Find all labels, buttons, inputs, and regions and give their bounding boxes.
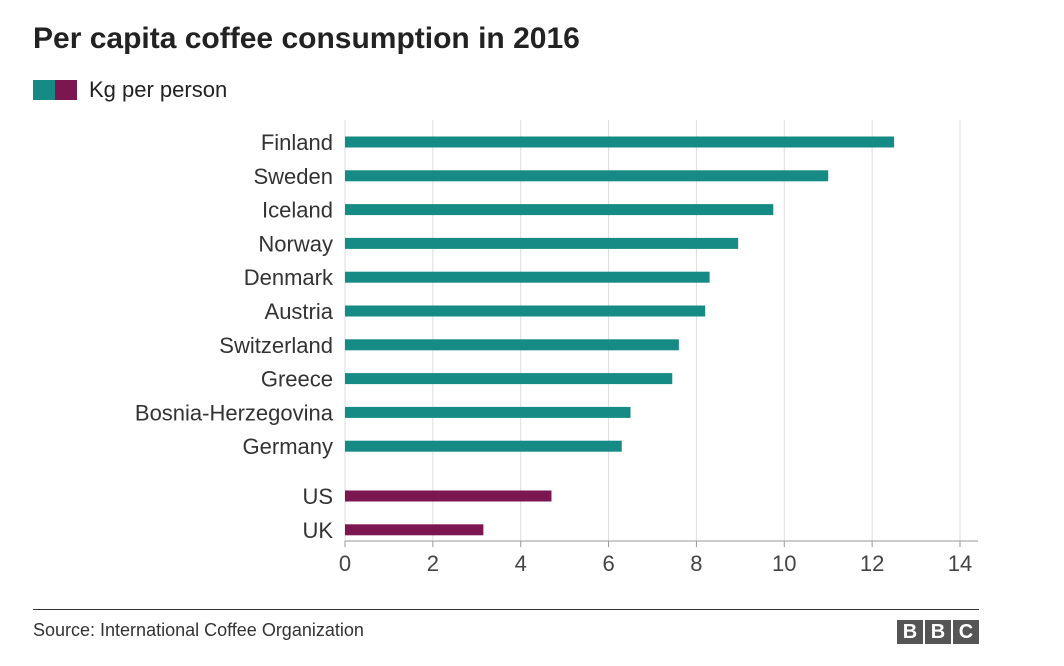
legend: Kg per person <box>33 77 228 102</box>
x-tick-label: 12 <box>860 551 884 576</box>
bbc-logo-letter: B <box>925 620 951 644</box>
bar <box>345 406 631 418</box>
bar <box>345 237 739 249</box>
bbc-logo-letter: C <box>953 620 979 644</box>
category-label: US <box>302 484 333 509</box>
x-tick-label: 14 <box>948 551 972 576</box>
category-label: Switzerland <box>219 333 333 358</box>
bar <box>345 373 673 385</box>
category-label: UK <box>302 518 333 543</box>
bar-chart: 0 2 4 6 8 10 12 14 Finland Sweden Iceland Norway Den… <box>135 120 978 576</box>
category-label: Sweden <box>253 164 333 189</box>
bar <box>345 524 484 536</box>
bar <box>345 305 706 317</box>
bar <box>345 271 710 283</box>
category-label: Finland <box>261 130 333 155</box>
bar <box>345 440 622 452</box>
x-tick-label: 4 <box>515 551 527 576</box>
category-label: Denmark <box>244 265 334 290</box>
bbc-logo: B B C <box>897 620 979 644</box>
x-tick-label: 8 <box>690 551 702 576</box>
bbc-logo-letter: B <box>897 620 923 644</box>
legend-swatch-purple <box>55 80 77 100</box>
category-label: Germany <box>243 434 333 459</box>
bar <box>345 339 679 351</box>
category-label: Iceland <box>262 198 333 223</box>
footer-divider <box>33 609 979 610</box>
category-label: Austria <box>265 299 334 324</box>
x-tick-label: 2 <box>427 551 439 576</box>
category-label: Greece <box>261 367 333 392</box>
x-tick-label: 10 <box>772 551 796 576</box>
bar <box>345 204 774 216</box>
bar <box>345 490 552 502</box>
x-tick-label: 6 <box>602 551 614 576</box>
bar <box>345 136 895 148</box>
chart-title: Per capita coffee consumption in 2016 <box>33 22 580 55</box>
bar <box>345 170 829 182</box>
category-label: Norway <box>258 231 333 256</box>
source-note: Source: International Coffee Organizatio… <box>33 620 364 640</box>
legend-label: Kg per person <box>89 77 228 102</box>
legend-swatch-teal <box>33 80 55 100</box>
category-label: Bosnia-Herzegovina <box>135 400 334 425</box>
x-tick-label: 0 <box>339 551 351 576</box>
